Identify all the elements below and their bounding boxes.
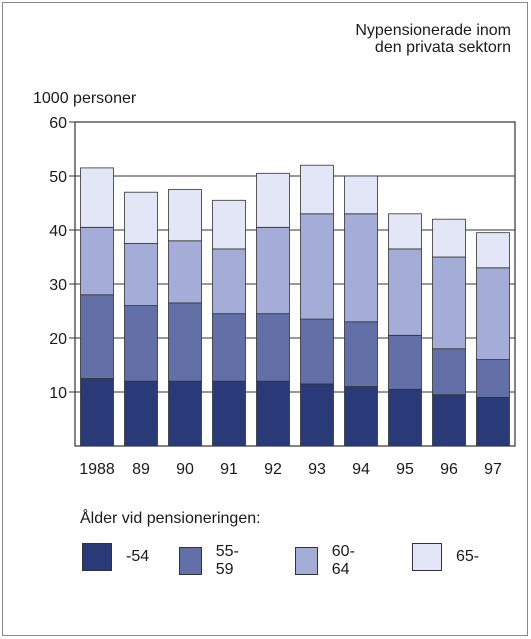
bar-segment — [212, 380, 246, 447]
legend-label: -54 — [126, 548, 150, 565]
bar-segment — [300, 318, 334, 385]
y-tick-label: 60 — [49, 115, 67, 132]
bar-segment — [168, 240, 202, 304]
bar-segment — [256, 313, 290, 382]
x-tick-label: 90 — [176, 461, 194, 478]
bar-segment — [300, 213, 334, 320]
y-tick-label: 40 — [49, 223, 67, 240]
bar-segment — [80, 226, 114, 296]
chart-title-line-1: Nypensionerade inom — [355, 22, 511, 39]
legend-swatch — [82, 543, 112, 571]
chart-title: Nypensionerade inom den privata sektorn — [355, 22, 511, 56]
bar-segment — [124, 243, 158, 306]
x-tick-label: 95 — [396, 461, 414, 478]
chart-title-line-2: den privata sektorn — [374, 39, 511, 56]
bar-segment — [300, 164, 334, 215]
x-tick-label: 96 — [440, 461, 458, 478]
y-tick-label: 10 — [49, 385, 67, 402]
legend-title: Ålder vid pensioneringen: — [80, 510, 261, 527]
legend-swatch — [412, 543, 442, 571]
x-tick-label: 91 — [220, 461, 238, 478]
bar-segment — [432, 218, 466, 258]
bar-segment — [432, 348, 466, 396]
y-tick-label: 20 — [49, 331, 67, 348]
bar-segment — [124, 191, 158, 244]
bar-segment — [388, 248, 422, 336]
bar-segment — [80, 378, 114, 447]
bar-segment — [212, 248, 246, 315]
bar-segment — [168, 189, 202, 242]
legend-item: 55-59 — [179, 543, 246, 579]
bar-segment — [80, 167, 114, 228]
bar-segment — [256, 172, 290, 228]
bar-segment — [388, 213, 422, 250]
x-tick-label: 93 — [308, 461, 326, 478]
bar-segment — [344, 175, 378, 215]
legend-label: 60-64 — [331, 543, 355, 578]
bar-segment — [212, 199, 246, 250]
bar-segment — [388, 334, 422, 390]
bar-segment — [476, 359, 510, 398]
bar-segment — [256, 380, 290, 447]
legend-label: 65- — [456, 548, 480, 565]
legend-item: 65- — [412, 543, 479, 571]
bar-segment — [476, 396, 510, 447]
y-tick-label: 30 — [49, 277, 67, 294]
bar-segment — [168, 302, 202, 382]
legend-item: 60-64 — [295, 543, 362, 579]
bar-segment — [476, 232, 510, 269]
y-axis-label: 1000 personer — [33, 90, 137, 107]
bar-segment — [300, 383, 334, 447]
bar-segment — [124, 380, 158, 447]
bar-segment — [168, 380, 202, 447]
x-tick-label: 94 — [352, 461, 370, 478]
legend-swatch — [179, 547, 202, 575]
x-tick-label: 97 — [484, 461, 502, 478]
bar-segment — [476, 267, 510, 360]
y-tick-label: 50 — [49, 169, 67, 186]
bar-segment — [124, 305, 158, 382]
x-tick-label: 1988 — [79, 461, 115, 478]
bar-segment — [344, 321, 378, 387]
x-tick-label: 92 — [264, 461, 282, 478]
legend-label: 55-59 — [215, 543, 239, 578]
bar-segment — [432, 394, 466, 447]
x-tick-label: 89 — [132, 461, 150, 478]
bar-segment — [388, 388, 422, 447]
bar-segment — [432, 256, 466, 350]
bar-segment — [256, 226, 290, 315]
legend-swatch — [295, 547, 318, 575]
bar-segment — [344, 213, 378, 323]
bar-segment — [344, 386, 378, 447]
bar-segment — [212, 313, 246, 382]
legend-item: -54 — [82, 543, 149, 571]
bar-segment — [80, 294, 114, 379]
